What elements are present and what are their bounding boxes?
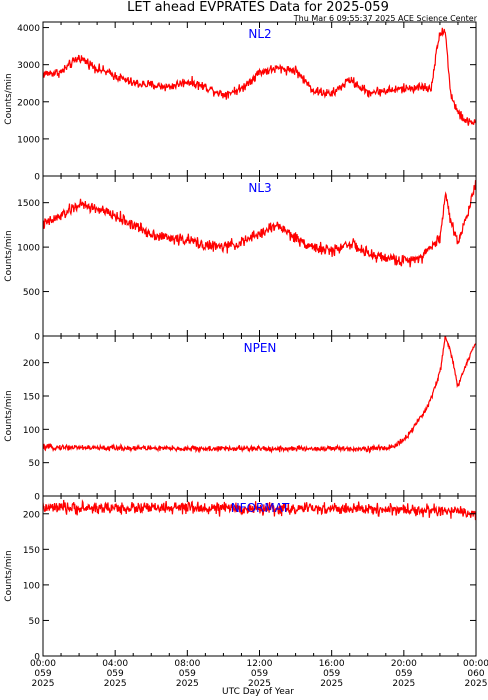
x-axis-label: UTC Day of Year <box>222 687 294 697</box>
npen-panel-label: NPEN <box>244 341 277 355</box>
nl3-ytick-label: 1000 <box>17 244 40 254</box>
nformat-ytick-label: 200 <box>23 510 40 520</box>
xtick-year-label: 2025 <box>32 679 55 689</box>
npen-ytick-label: 150 <box>23 393 40 403</box>
nl3-ytick-label: 1500 <box>17 199 40 209</box>
chart-title: LET ahead EVPRATES Data for 2025-059 <box>127 0 389 15</box>
xtick-year-label: 2025 <box>176 679 199 689</box>
nl2-panel-label: NL2 <box>248 27 271 41</box>
xtick-time-label: 16:00 <box>319 659 345 669</box>
nl3-panel-label: NL3 <box>248 181 271 195</box>
npen-series-line <box>43 336 476 454</box>
nformat-series-line <box>43 499 476 521</box>
xtick-time-label: 08:00 <box>174 659 200 669</box>
nl3-panel-frame <box>42 175 477 337</box>
xtick-doy-label: 060 <box>467 669 484 679</box>
nl2-panel-frame <box>42 21 477 177</box>
xtick-doy-label: 059 <box>395 669 412 679</box>
nl2-ytick-label: 3000 <box>17 61 40 71</box>
nl3-ytick-label: 500 <box>23 288 40 298</box>
xtick-time-label: 12:00 <box>247 659 273 669</box>
xtick-time-label: 00:00 <box>30 659 56 669</box>
nl3-series-line <box>43 179 476 268</box>
nl2-ytick-label: 2000 <box>17 98 40 108</box>
npen-y-axis-label: Counts/min <box>4 390 14 441</box>
nformat-y-axis-label: Counts/min <box>4 550 14 601</box>
nl2-ytick-label: 0 <box>34 173 40 183</box>
generation-timestamp: Thu Mar 6 09:55:37 2025 ACE Science Cent… <box>293 14 478 23</box>
nformat-ytick-label: 150 <box>23 546 40 556</box>
xtick-doy-label: 059 <box>323 669 340 679</box>
xtick-doy-label: 059 <box>107 669 124 679</box>
xtick-year-label: 2025 <box>392 679 415 689</box>
xtick-doy-label: 059 <box>251 669 268 679</box>
nformat-panel-label: NFORMAT <box>231 501 290 515</box>
nformat-ytick-label: 50 <box>29 617 41 627</box>
npen-ytick-label: 0 <box>34 493 40 503</box>
nl3-ytick-label: 0 <box>34 333 40 343</box>
xtick-year-label: 2025 <box>104 679 127 689</box>
nformat-panel-frame <box>42 495 477 657</box>
npen-panel-frame <box>42 335 477 497</box>
npen-ytick-label: 100 <box>23 426 40 436</box>
nl3-y-axis-label: Counts/min <box>4 230 14 281</box>
nl2-series-line <box>43 27 476 126</box>
nl2-ytick-label: 4000 <box>17 24 40 34</box>
nformat-ytick-label: 100 <box>23 581 40 591</box>
xtick-time-label: 00:00 <box>463 659 488 669</box>
xtick-doy-label: 059 <box>34 669 51 679</box>
nl2-ytick-label: 1000 <box>17 135 40 145</box>
chart-panels: 01000200030004000Counts/minNL20500100015… <box>4 21 488 689</box>
xtick-year-label: 2025 <box>248 679 271 689</box>
xtick-time-label: 20:00 <box>391 659 417 669</box>
npen-ytick-label: 200 <box>23 359 40 369</box>
nl2-y-axis-label: Counts/min <box>4 73 14 124</box>
npen-ytick-label: 50 <box>29 459 41 469</box>
xtick-year-label: 2025 <box>320 679 343 689</box>
nformat-ytick-label: 0 <box>34 653 40 663</box>
xtick-time-label: 04:00 <box>102 659 128 669</box>
xtick-year-label: 2025 <box>465 679 488 689</box>
xtick-doy-label: 059 <box>179 669 196 679</box>
